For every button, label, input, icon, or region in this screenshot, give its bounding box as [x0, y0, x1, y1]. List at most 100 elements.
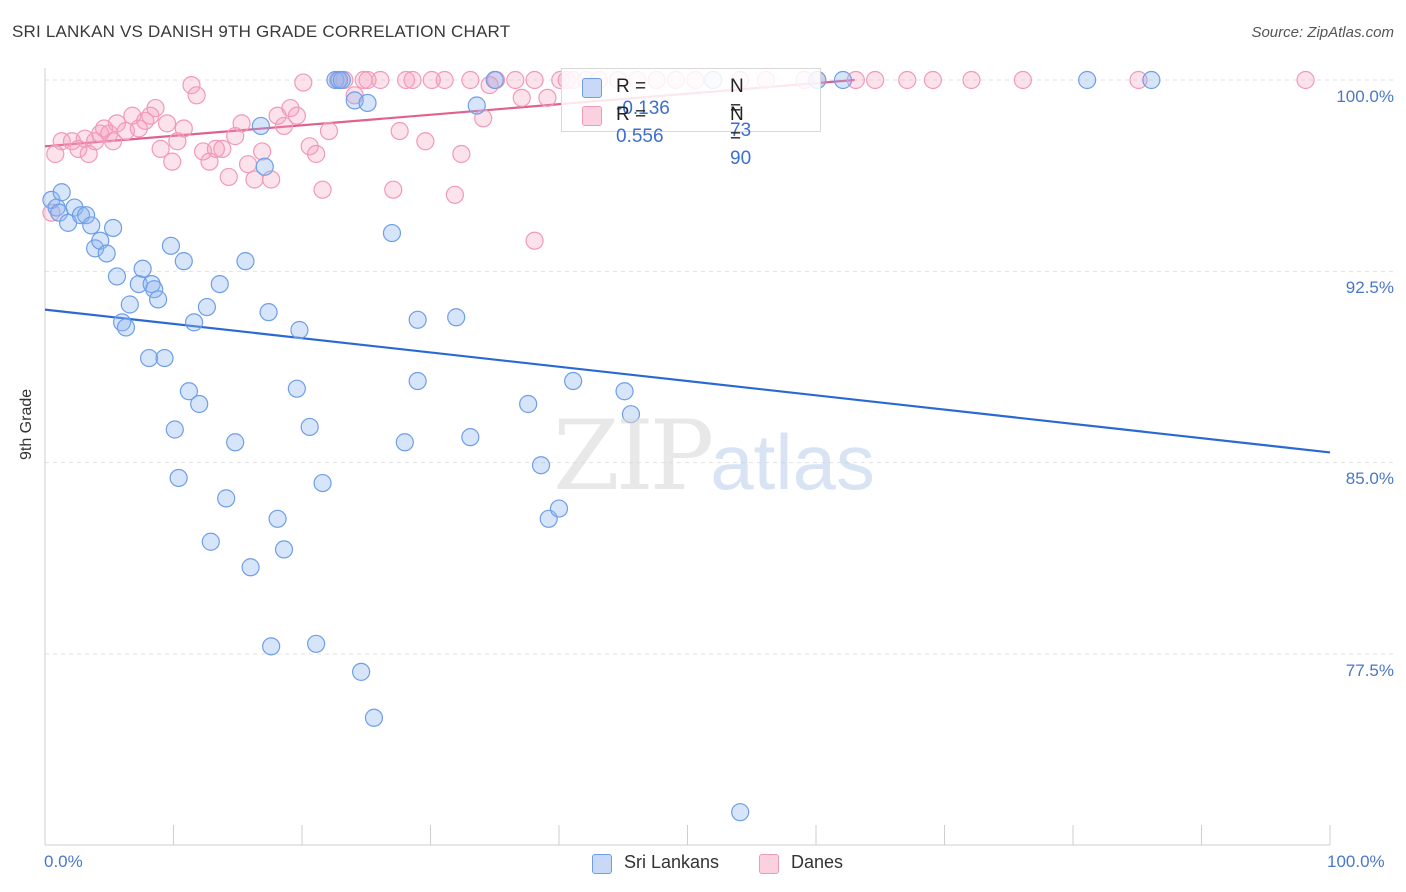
point-sri-lankans [287, 379, 306, 398]
point-sri-lankans [531, 456, 551, 475]
point-sri-lankans [179, 382, 199, 401]
point-sri-lankans [259, 303, 278, 322]
point-sri-lankans [408, 371, 427, 391]
point-danes [294, 73, 313, 92]
point-danes [287, 106, 306, 125]
point-danes [866, 70, 885, 90]
point-sri-lankans [274, 540, 294, 559]
y-tick-label: 100.0% [1336, 87, 1394, 106]
point-danes [238, 155, 258, 174]
point-sri-lankans [97, 244, 116, 263]
point-sri-lankans [148, 290, 168, 309]
point-sri-lankans [155, 348, 174, 368]
point-sri-lankans [174, 252, 193, 271]
legend: R = -0.136 N = 73 R = 0.556 N = 90 [561, 68, 821, 169]
point-danes [846, 70, 865, 90]
point-sri-lankans [226, 433, 245, 452]
point-danes [525, 231, 544, 250]
point-sri-lankans [184, 313, 204, 332]
legend-r: R = -0.136 [616, 76, 670, 119]
point-sri-lankans [104, 218, 123, 238]
point-sri-lankans [251, 116, 270, 136]
point-sri-lankans [52, 183, 71, 202]
point-sri-lankans [107, 267, 127, 286]
point-sri-lankans [1142, 70, 1161, 90]
point-danes [962, 70, 981, 90]
y-tick-label: 92.5% [1345, 278, 1394, 297]
point-sri-lankans [307, 634, 326, 653]
point-danes [435, 70, 454, 90]
point-sri-lankans [300, 417, 319, 437]
point-sri-lankans [142, 274, 161, 294]
chart-title: SRI LANKAN VS DANISH 9TH GRADE CORRELATI… [12, 22, 511, 41]
point-danes [452, 144, 471, 164]
point-danes [422, 70, 441, 90]
legend-swatch-blue [592, 854, 612, 874]
point-sri-lankans [313, 473, 332, 493]
point-sri-lankans [352, 662, 371, 681]
point-sri-lankans [197, 297, 217, 317]
point-sri-lankans [262, 637, 281, 656]
point-danes [1296, 70, 1315, 90]
point-danes [136, 111, 155, 130]
point-danes [506, 70, 525, 90]
point-danes [174, 119, 193, 138]
point-sri-lankans [217, 489, 236, 508]
legend-swatch-pink [582, 106, 602, 126]
legend-n: N = 90 [730, 104, 752, 169]
point-danes [232, 114, 251, 133]
point-sri-lankans [165, 420, 184, 439]
point-danes [151, 139, 170, 158]
point-sri-lankans [615, 382, 634, 401]
point-danes [274, 116, 294, 136]
point-danes [525, 70, 544, 90]
y-axis-label: 9th Grade [18, 388, 35, 460]
y-tick-label: 77.5% [1345, 661, 1394, 680]
point-danes [898, 70, 917, 90]
point-sri-lankans [549, 499, 569, 518]
point-sri-lankans [467, 96, 486, 115]
point-danes [538, 88, 557, 107]
point-danes [396, 70, 416, 90]
point-sri-lankans [326, 70, 345, 90]
point-sri-lankans [408, 310, 427, 329]
point-danes [384, 180, 403, 199]
point-danes [371, 70, 390, 90]
point-danes [512, 88, 531, 107]
point-sri-lankans [190, 394, 209, 414]
point-sri-lankans [564, 371, 583, 391]
point-danes [182, 76, 201, 95]
legend-label: Sri Lankans [624, 852, 720, 872]
point-danes [163, 152, 182, 171]
point-danes [358, 70, 377, 90]
legend-n: N = 73 [730, 76, 752, 141]
point-sri-lankans [332, 70, 351, 90]
point-sri-lankans [382, 223, 402, 243]
point-sri-lankans [621, 405, 641, 424]
legend-swatch-blue [582, 78, 602, 98]
point-sri-lankans [255, 157, 274, 176]
legend-r: R = 0.556 [616, 104, 664, 147]
point-sri-lankans [77, 206, 96, 225]
point-danes [416, 132, 435, 151]
point-danes [42, 203, 61, 222]
x-tick-label: 100.0% [1327, 852, 1385, 871]
point-danes [313, 180, 332, 199]
point-sri-lankans [145, 280, 164, 299]
point-sri-lankans [139, 348, 159, 368]
point-sri-lankans [395, 433, 414, 452]
point-sri-lankans [364, 708, 384, 727]
point-danes [213, 139, 232, 158]
point-sri-lankans [133, 259, 152, 278]
point-danes [157, 114, 177, 133]
point-sri-lankans [519, 394, 538, 414]
point-sri-lankans [731, 803, 750, 822]
watermark: ZIPatlas [553, 400, 875, 512]
bottom-legend-sri-lankans: Sri Lankans [592, 852, 742, 876]
x-tick-label: 0.0% [44, 852, 83, 871]
point-danes [219, 167, 238, 187]
point-sri-lankans [485, 70, 504, 90]
point-sri-lankans [161, 236, 181, 255]
point-sri-lankans [82, 216, 101, 235]
point-danes [390, 121, 409, 141]
